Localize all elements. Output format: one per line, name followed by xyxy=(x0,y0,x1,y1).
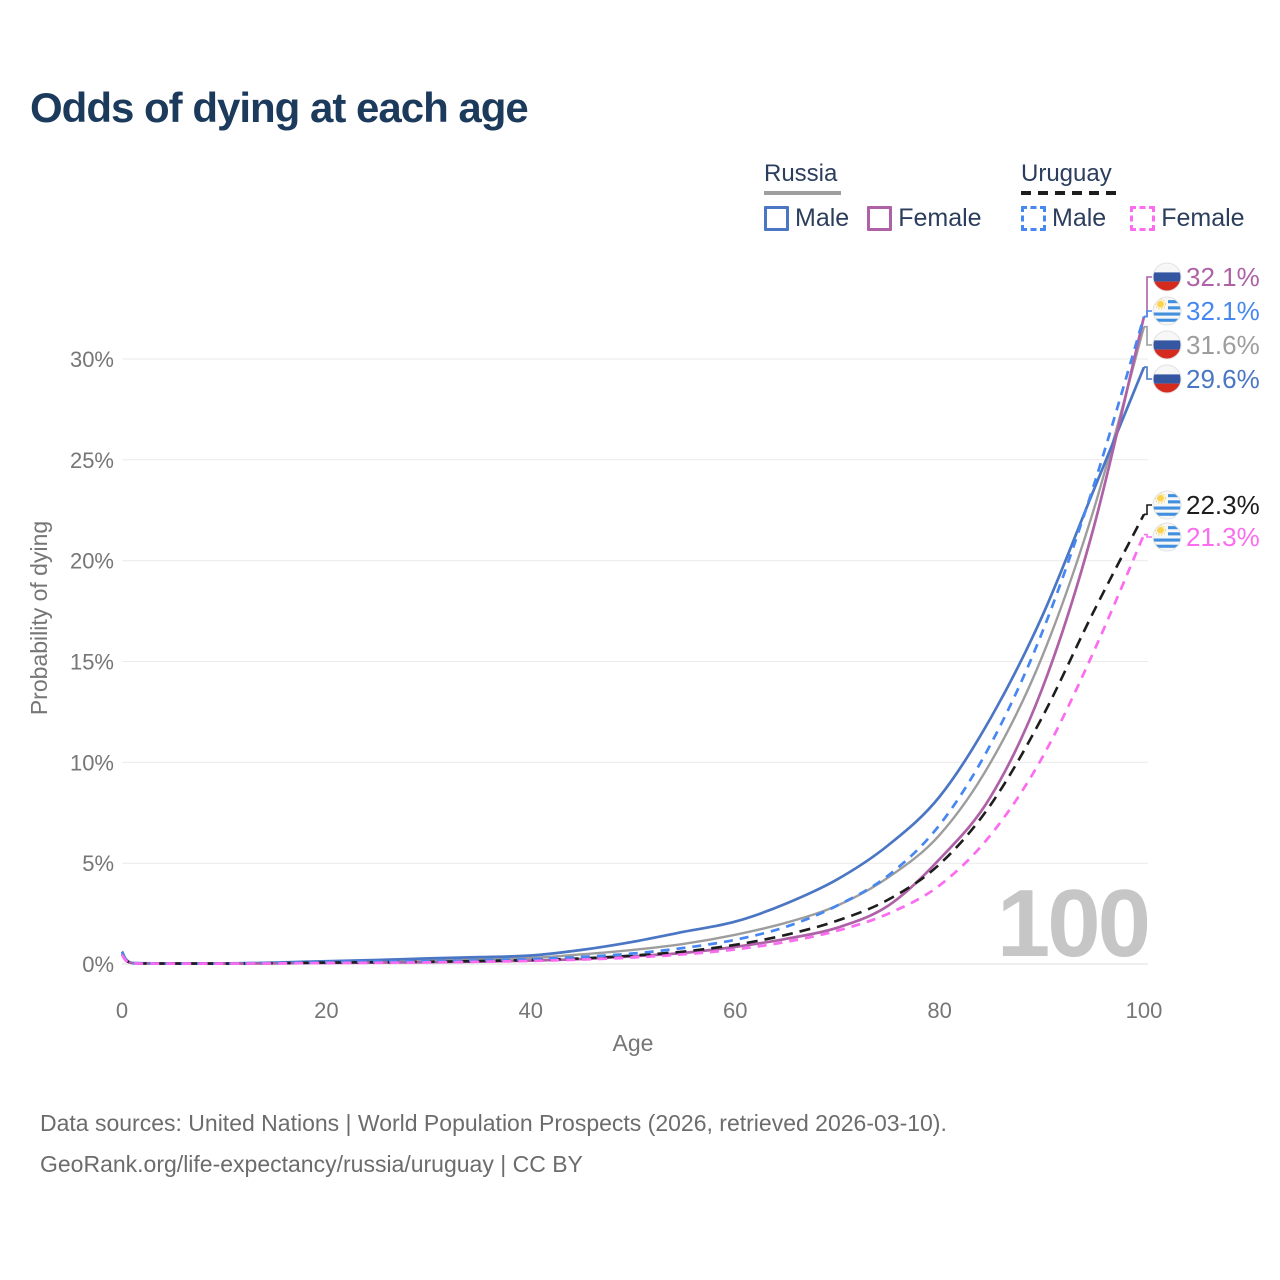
russia-female-swatch-icon xyxy=(867,206,893,231)
uruguay-flag-icon xyxy=(1153,297,1181,325)
series-line-russia-female[interactable] xyxy=(120,316,1146,965)
leader-line xyxy=(1144,504,1152,516)
end-value-label: 32.1% xyxy=(1186,296,1260,326)
russia-flag-icon xyxy=(1153,331,1181,359)
y-tick-label: 10% xyxy=(70,750,114,775)
end-value-label: 21.3% xyxy=(1186,522,1260,552)
legend-group-russia: Russia Male Female xyxy=(764,160,982,233)
legend-country-uruguay: Uruguay xyxy=(1021,160,1112,187)
x-axis-tick-labels: 0 20 40 60 80 100 xyxy=(116,998,1162,1023)
y-axis-tick-labels: 0% 5% 10% 15% 20% 25% 30% xyxy=(70,347,114,977)
legend-group-uruguay: Uruguay Male Female xyxy=(1021,160,1245,233)
series-line-uruguay-male[interactable] xyxy=(120,316,1146,965)
gridlines xyxy=(122,358,1148,965)
x-tick-label: 60 xyxy=(723,998,747,1023)
legend-item-label: Male xyxy=(1052,204,1107,232)
leader-line xyxy=(1144,325,1152,346)
footer: Data sources: United Nations | World Pop… xyxy=(40,1103,947,1185)
y-tick-label: 5% xyxy=(82,851,114,876)
y-tick-label: 20% xyxy=(70,549,114,574)
leader-lines xyxy=(1144,276,1152,538)
leader-line xyxy=(1144,533,1152,538)
uruguay-flag-icon xyxy=(1153,523,1181,551)
russia-flag-icon xyxy=(1153,365,1181,393)
series-line-uruguay-both[interactable] xyxy=(120,513,1146,965)
x-tick-label: 80 xyxy=(927,998,951,1023)
legend-item-uruguay-male[interactable]: Male xyxy=(1021,204,1106,233)
x-axis-title: Age xyxy=(613,1030,654,1056)
series-line-russia-both[interactable] xyxy=(121,326,1146,965)
end-value-label: 32.1% xyxy=(1186,262,1260,292)
x-tick-label: 20 xyxy=(314,998,338,1023)
russia-line-style-swatch xyxy=(764,191,841,195)
page-title: Odds of dying at each age xyxy=(30,84,529,131)
footer-attribution-line: GeoRank.org/life-expectancy/russia/urugu… xyxy=(40,1151,583,1177)
end-value-label: 31.6% xyxy=(1186,330,1260,360)
x-tick-label: 100 xyxy=(1126,998,1163,1023)
uruguay-flag-icon xyxy=(1153,491,1181,519)
russia-flag-icon xyxy=(1153,263,1181,291)
legend-item-label: Male xyxy=(795,204,850,232)
x-tick-label: 40 xyxy=(519,998,543,1023)
y-tick-label: 30% xyxy=(70,347,114,372)
legend-country-russia: Russia xyxy=(764,160,838,187)
uruguay-line-style-swatch xyxy=(1021,191,1122,195)
legend-item-russia-male[interactable]: Male xyxy=(764,204,849,233)
age-counter-watermark: 100 xyxy=(997,870,1148,977)
y-tick-label: 0% xyxy=(82,952,114,977)
legend-item-label: Female xyxy=(898,204,982,232)
series-line-russia-male[interactable] xyxy=(120,366,1146,965)
legend-item-uruguay-female[interactable]: Female xyxy=(1130,204,1245,233)
russia-male-swatch-icon xyxy=(764,206,789,231)
footer-sources-line: Data sources: United Nations | World Pop… xyxy=(40,1110,947,1136)
series-lines xyxy=(120,316,1146,965)
leader-line xyxy=(1144,366,1152,380)
y-axis-title: Probability of dying xyxy=(26,521,52,715)
y-tick-label: 25% xyxy=(70,448,114,473)
y-tick-label: 15% xyxy=(70,650,114,675)
uruguay-male-swatch-icon xyxy=(1021,206,1046,231)
end-value-label: 22.3% xyxy=(1186,490,1260,520)
series-line-uruguay-female[interactable] xyxy=(120,533,1146,965)
uruguay-female-swatch-icon xyxy=(1130,206,1156,231)
end-value-label: 29.6% xyxy=(1186,364,1260,394)
end-value-labels: 32.1% 32.1% 31.6% 29.6% 22.3%21.3% xyxy=(1153,262,1260,552)
legend-item-russia-female[interactable]: Female xyxy=(867,204,982,233)
leader-line xyxy=(1144,310,1152,318)
x-tick-label: 0 xyxy=(116,998,128,1023)
legend-item-label: Female xyxy=(1161,204,1245,232)
